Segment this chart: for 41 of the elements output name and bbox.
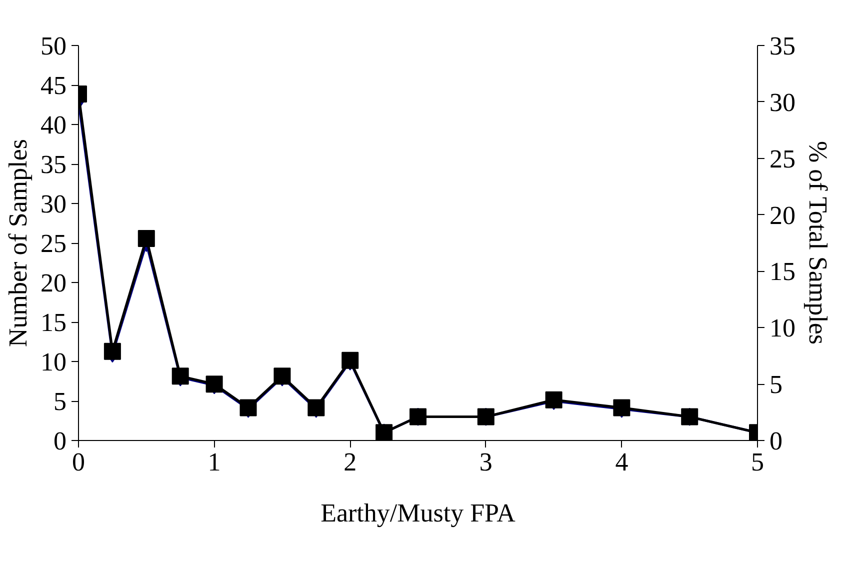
x-tick-label: 2	[344, 448, 357, 476]
x-tick-label: 4	[615, 448, 628, 476]
y2-tick-label: 5	[770, 370, 782, 400]
y2-tick-label: 0	[770, 426, 782, 456]
y-tick-label: 15	[40, 308, 66, 337]
y2-tick-label: 25	[770, 144, 796, 174]
y-tick-label: 40	[40, 110, 66, 140]
y2-tick-label: 10	[770, 314, 796, 343]
point	[274, 368, 291, 385]
x-tick-label: 0	[72, 448, 85, 476]
point	[681, 408, 698, 426]
point	[613, 399, 630, 416]
y-tick-label: 25	[40, 229, 66, 258]
point	[104, 342, 121, 360]
y-tick-label: 45	[40, 71, 66, 100]
y2-axis-title: % of Total Samples	[804, 141, 832, 345]
x-axis-title: Earthy/Musty FPA	[320, 498, 516, 528]
y-axis-title: Number of Samples	[4, 139, 32, 347]
point	[545, 391, 562, 408]
y2-tick-label: 20	[770, 200, 796, 230]
point	[376, 424, 393, 440]
y-tick-label: 20	[40, 268, 66, 298]
y-tick-label: 5	[54, 387, 66, 416]
x-tick-label: 3	[479, 448, 492, 476]
y2-tick-label: 30	[770, 88, 796, 117]
y2-tick-label: 35	[770, 32, 796, 60]
point	[342, 352, 359, 369]
y2-tick-label: 15	[770, 257, 796, 286]
y-tick-label: 0	[54, 426, 66, 456]
point	[172, 368, 189, 385]
y-tick-label: 30	[40, 190, 66, 218]
x-tick-label: 1	[208, 448, 221, 476]
point	[477, 408, 494, 426]
y-tick-label: 10	[40, 348, 66, 376]
x-tick-label: 5	[751, 448, 764, 476]
y-tick-label: 35	[40, 150, 66, 179]
point	[240, 399, 257, 416]
y-tick-label: 50	[40, 32, 66, 60]
point	[308, 399, 325, 416]
point	[138, 230, 155, 247]
point	[206, 376, 223, 393]
